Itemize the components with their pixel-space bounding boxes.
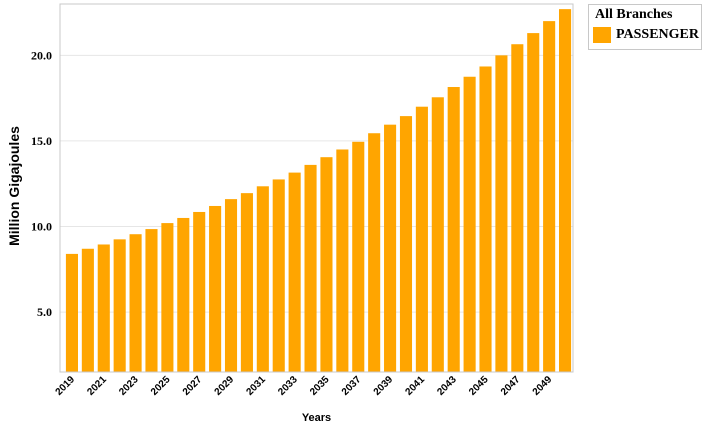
bar-2038[interactable] bbox=[368, 133, 381, 372]
x-tick-label: 2033 bbox=[276, 374, 300, 398]
bar-2048[interactable] bbox=[527, 33, 540, 372]
bar-2028[interactable] bbox=[209, 205, 222, 372]
x-tick-label: 2027 bbox=[181, 374, 205, 398]
x-tick-label: 2043 bbox=[435, 374, 459, 398]
bar-2036[interactable] bbox=[336, 149, 349, 372]
bar-2027[interactable] bbox=[193, 211, 206, 372]
bar-2042[interactable] bbox=[431, 97, 444, 372]
bar-series bbox=[65, 9, 572, 373]
legend: All Branches PASSENGER bbox=[588, 4, 702, 50]
bar-2031[interactable] bbox=[256, 186, 269, 372]
bar-2023[interactable] bbox=[129, 234, 142, 372]
y-tick-label: 10.0 bbox=[31, 220, 52, 234]
x-tick-label: 2025 bbox=[149, 374, 173, 398]
bar-2040[interactable] bbox=[399, 116, 413, 372]
legend-title: All Branches bbox=[595, 7, 673, 22]
bar-2030[interactable] bbox=[240, 193, 253, 372]
x-axis-label: Years bbox=[302, 412, 331, 424]
bar-2022[interactable] bbox=[113, 239, 126, 372]
bar-2037[interactable] bbox=[352, 141, 365, 372]
bar-2026[interactable] bbox=[177, 217, 190, 372]
bar-2035[interactable] bbox=[320, 157, 333, 372]
y-tick-label: 15.0 bbox=[31, 134, 52, 148]
x-tick-label: 2019 bbox=[54, 374, 78, 398]
bar-2029[interactable] bbox=[224, 199, 238, 372]
bar-2041[interactable] bbox=[415, 106, 428, 372]
bar-2020[interactable] bbox=[81, 248, 94, 372]
legend-swatch bbox=[593, 27, 611, 43]
axes bbox=[59, 3, 574, 373]
bar-2050[interactable] bbox=[559, 9, 572, 372]
x-tick-label: 2031 bbox=[244, 374, 268, 398]
bar-2021[interactable] bbox=[97, 244, 110, 372]
x-tick-label: 2035 bbox=[308, 374, 332, 398]
x-tick-label: 2049 bbox=[531, 374, 555, 398]
plot-area-border bbox=[59, 3, 574, 373]
y-tick-label: 5.0 bbox=[37, 305, 52, 319]
legend-item-passenger[interactable]: PASSENGER bbox=[593, 27, 699, 43]
y-tick-labels: 5.0 10.0 15.0 20.0 bbox=[31, 48, 52, 319]
bar-2019[interactable] bbox=[65, 253, 78, 372]
x-tick-label: 2021 bbox=[85, 374, 109, 398]
x-tick-label: 2023 bbox=[117, 374, 141, 398]
x-tick-label: 2029 bbox=[213, 374, 237, 398]
bar-2047[interactable] bbox=[511, 44, 524, 372]
bar-2033[interactable] bbox=[288, 172, 301, 372]
x-tick-label: 2037 bbox=[340, 374, 364, 398]
x-tick-label: 2045 bbox=[467, 374, 491, 398]
legend-label: PASSENGER bbox=[616, 27, 699, 42]
bar-2049[interactable] bbox=[543, 21, 556, 373]
bar-2024[interactable] bbox=[145, 229, 158, 372]
bar-2025[interactable] bbox=[161, 223, 174, 372]
bar-2032[interactable] bbox=[272, 179, 285, 372]
bar-2039[interactable] bbox=[384, 124, 397, 372]
bar-2034[interactable] bbox=[304, 164, 317, 372]
y-tick-label: 20.0 bbox=[31, 48, 52, 62]
bar-2044[interactable] bbox=[463, 76, 476, 372]
bar-2045[interactable] bbox=[479, 66, 492, 372]
bar-2043[interactable] bbox=[447, 87, 460, 373]
x-tick-labels: 2019 2021 2023 2025 2027 2029 2031 2033 2035 2037… bbox=[54, 374, 555, 398]
x-tick-label: 2041 bbox=[404, 374, 428, 398]
bar-2046[interactable] bbox=[495, 55, 508, 372]
y-axis-label: Million Gigajoules bbox=[6, 126, 22, 246]
x-tick-label: 2039 bbox=[372, 374, 396, 398]
x-tick-label: 2047 bbox=[499, 374, 523, 398]
